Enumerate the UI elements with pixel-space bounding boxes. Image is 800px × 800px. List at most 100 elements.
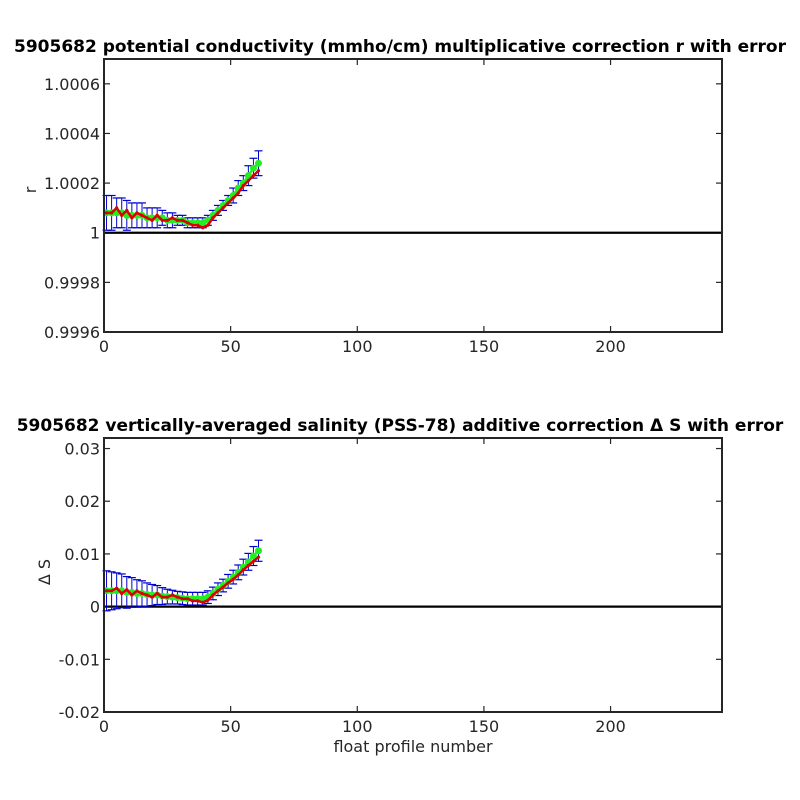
measured-series-point: [104, 211, 109, 215]
salinity-correction-panel: 5905682 vertically-averaged salinity (PS…: [17, 416, 784, 756]
x-tick-label: 50: [220, 717, 240, 736]
x-tick-label: 100: [342, 717, 373, 736]
measured-series-point: [251, 174, 256, 178]
measured-series-point: [221, 206, 225, 210]
x-tick-label: 100: [342, 337, 373, 356]
measured-series-point: [175, 595, 180, 599]
measured-series-point: [236, 191, 240, 195]
measured-series-point: [221, 585, 225, 589]
y-tick-label: 1: [90, 224, 100, 243]
measured-series-point: [160, 595, 164, 599]
axes-frame: [103, 58, 723, 333]
measured-series-point: [150, 595, 154, 599]
measured-series-point: [104, 589, 109, 593]
measured-series-point: [170, 593, 174, 597]
measured-series-point: [185, 221, 190, 225]
measured-series-point: [165, 595, 169, 599]
x-tick-label: 0: [99, 717, 109, 736]
measured-series-point: [130, 216, 134, 220]
measured-series-point: [185, 597, 190, 601]
measured-series-point: [145, 593, 149, 597]
measured-series-point: [115, 206, 119, 210]
measured-series-point: [160, 218, 164, 222]
y-tick-label: -0.02: [59, 703, 100, 722]
x-tick-label: 150: [469, 337, 500, 356]
plot-area: 0 50 100 150 200 0.9996 0.9998 1 1.0002 1.0004 1.0…: [44, 58, 723, 356]
measured-series-point: [175, 218, 180, 222]
y-tick-label: 0.02: [64, 492, 100, 511]
measured-series-point: [251, 559, 256, 563]
x-tick-label: 50: [220, 337, 240, 356]
measured-series-point: [109, 589, 114, 593]
measured-series-point: [226, 581, 230, 585]
measured-series-point: [120, 591, 124, 596]
y-tick-label: 0.01: [64, 545, 100, 564]
measured-series-point: [206, 598, 210, 602]
y-tick-label: 0.03: [64, 440, 100, 459]
measured-series-point: [191, 599, 195, 603]
measured-series-point: [216, 589, 220, 593]
x-tick-label: 200: [595, 717, 626, 736]
measured-series-point: [125, 208, 129, 212]
y-tick-label: -0.01: [59, 650, 100, 669]
plot-area: 0 50 100 150 200 -0.02 -0.01 0 0.01 0.02 0.03: [59, 437, 723, 736]
measured-series-point: [241, 183, 245, 188]
x-axis-label: float profile number: [333, 737, 493, 756]
x-tick-label: 150: [469, 717, 500, 736]
measured-series-point: [201, 226, 205, 230]
x-tick-label: 200: [595, 337, 626, 356]
measured-series-point: [145, 216, 149, 220]
measured-series-point: [150, 218, 154, 222]
measured-series-point: [231, 196, 235, 200]
measured-series-point: [196, 599, 200, 603]
measured-series-point: [246, 563, 250, 568]
panel-title: 5905682 vertically-averaged salinity (PS…: [17, 416, 784, 436]
fit-series-point: [255, 547, 262, 555]
measured-series-point: [125, 588, 129, 592]
y-tick-label: 1.0002: [44, 174, 100, 193]
measured-series-point: [135, 589, 139, 593]
y-tick-label: 0: [90, 598, 100, 617]
y-tick-label: 1.0004: [44, 124, 100, 143]
y-axis-label: r: [21, 186, 40, 193]
measured-series-point: [155, 213, 159, 217]
fit-series-point: [249, 552, 257, 560]
y-tick-label: 0.9998: [44, 273, 100, 292]
y-axis-label: Δ S: [35, 559, 54, 585]
measured-series-point: [256, 555, 261, 559]
measured-series-point: [155, 591, 159, 596]
fit-series-point: [249, 164, 257, 172]
measured-series-point: [180, 218, 185, 222]
measured-series-point: [115, 586, 119, 590]
measured-series-point: [231, 577, 235, 581]
measured-series-point: [170, 216, 174, 220]
axes-frame: [103, 437, 723, 713]
x-tick-label: 0: [99, 337, 109, 356]
measured-series-point: [180, 597, 185, 601]
measured-series-point: [256, 169, 261, 173]
measured-series-point: [246, 179, 250, 183]
measured-series-point: [140, 213, 144, 217]
measured-series-point: [191, 223, 195, 227]
measured-series-point: [211, 593, 215, 597]
fit-series-point: [255, 159, 262, 167]
measured-series-point: [165, 218, 169, 222]
conductivity-correction-panel: 5905682 potential conductivity (mmho/cm)…: [14, 37, 787, 356]
measured-series-point: [201, 600, 205, 605]
y-tick-label: 1.0006: [44, 75, 100, 94]
measured-series-point: [135, 211, 139, 215]
measured-series-point: [241, 568, 245, 572]
measured-series-point: [196, 223, 200, 227]
measured-series-point: [236, 573, 240, 577]
measured-series-point: [216, 211, 220, 215]
measured-series-point: [120, 213, 124, 217]
y-tick-label: 0.9996: [44, 323, 100, 342]
panel-title: 5905682 potential conductivity (mmho/cm)…: [14, 37, 787, 57]
measured-series-point: [109, 211, 114, 215]
measured-series-point: [211, 216, 215, 220]
measured-series-point: [206, 223, 210, 227]
measured-series-point: [140, 591, 144, 596]
measured-series-point: [130, 593, 134, 597]
